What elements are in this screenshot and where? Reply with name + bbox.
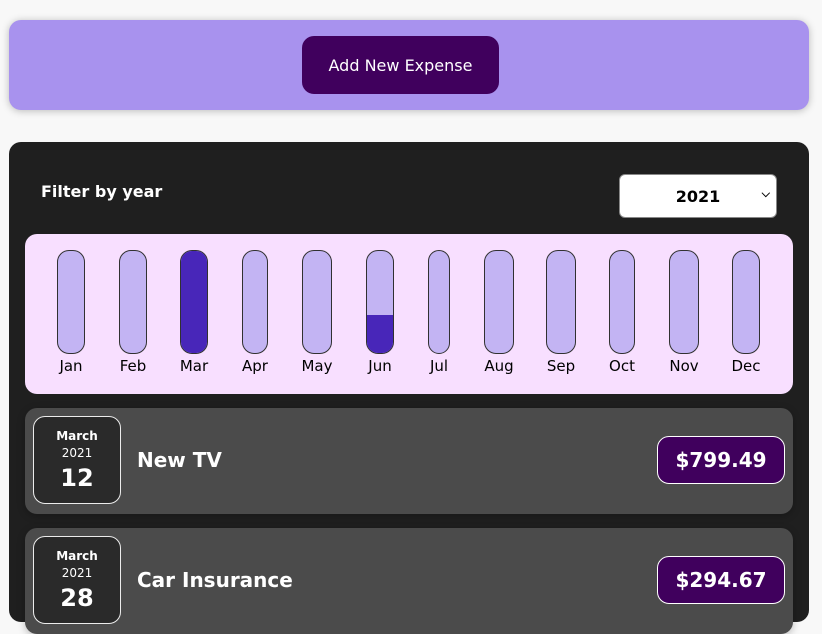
chart-bar-track	[366, 250, 394, 354]
chart-bar-may: May	[287, 250, 347, 380]
chart-bar-nov: Nov	[654, 250, 714, 380]
chart-bar-track	[242, 250, 268, 354]
chart-bar-jan: Jan	[41, 250, 101, 380]
chart-bar-label: Dec	[731, 357, 761, 375]
add-new-expense-button[interactable]: Add New Expense	[302, 36, 499, 94]
expense-date: March 2021 28	[33, 536, 121, 624]
chart-bar-label: Jan	[59, 357, 83, 375]
chart-bar-track	[428, 250, 450, 354]
chart-bar-label: Feb	[119, 357, 147, 375]
chart-bar-label: Aug	[484, 357, 514, 375]
chart-bar-track	[669, 250, 699, 354]
expense-date-year: 2021	[61, 446, 93, 460]
chart-bar-label: Sep	[546, 357, 576, 375]
chart-bar-feb: Feb	[103, 250, 163, 380]
chart-bar-track	[119, 250, 147, 354]
expense-item: March 2021 28 Car Insurance $294.67	[25, 528, 793, 634]
expense-price: $799.49	[657, 436, 785, 484]
chart-bar-track	[180, 250, 208, 354]
chart-bar-apr: Apr	[225, 250, 285, 380]
expense-date-day: 12	[60, 464, 94, 492]
chart-bar-label: May	[301, 357, 333, 375]
expense-date-month: March	[56, 429, 98, 443]
chart-bar-label: Jun	[368, 357, 392, 375]
expenses-panel: Filter by year 2021 ⌵ Jan Feb Mar Apr May Jun…	[9, 142, 809, 634]
chart-bar-track	[609, 250, 635, 354]
expense-date-day: 28	[60, 584, 94, 612]
expense-title: Car Insurance	[137, 568, 293, 592]
expense-date-month: March	[56, 549, 98, 563]
chart-bar-fill	[367, 315, 393, 353]
chart-bar-mar: Mar	[164, 250, 224, 380]
year-select-value: 2021	[675, 186, 721, 206]
expenses-chart: Jan Feb Mar Apr May Jun Jul Aug Sep Oct Nov Dec	[25, 234, 793, 394]
expense-date: March 2021 12	[33, 416, 121, 504]
chart-bar-track	[57, 250, 85, 354]
chart-bar-label: Jul	[429, 357, 449, 375]
expense-date-year: 2021	[61, 566, 93, 580]
chart-bar-label: Oct	[609, 357, 635, 375]
expense-item: March 2021 12 New TV $799.49	[25, 408, 793, 514]
chart-bar-track	[732, 250, 760, 354]
chart-bar-track	[546, 250, 576, 354]
chart-bar-label: Apr	[242, 357, 268, 375]
chart-bar-jun: Jun	[350, 250, 410, 380]
chart-bar-sep: Sep	[531, 250, 591, 380]
chart-bar-label: Mar	[179, 357, 209, 375]
chart-bar-fill	[181, 251, 207, 353]
chevron-down-icon: ⌵	[761, 187, 770, 200]
expense-title: New TV	[137, 448, 222, 472]
chart-bar-aug: Aug	[469, 250, 529, 380]
chart-bar-track	[484, 250, 514, 354]
chart-bar-oct: Oct	[592, 250, 652, 380]
chart-bar-label: Nov	[669, 357, 699, 375]
new-expense-panel: Add New Expense	[9, 20, 809, 110]
filter-label: Filter by year	[41, 182, 163, 201]
chart-bar-track	[302, 250, 332, 354]
year-select[interactable]: 2021 ⌵	[619, 174, 777, 218]
chart-bar-jul: Jul	[409, 250, 469, 380]
expense-price: $294.67	[657, 556, 785, 604]
chart-bar-dec: Dec	[716, 250, 776, 380]
